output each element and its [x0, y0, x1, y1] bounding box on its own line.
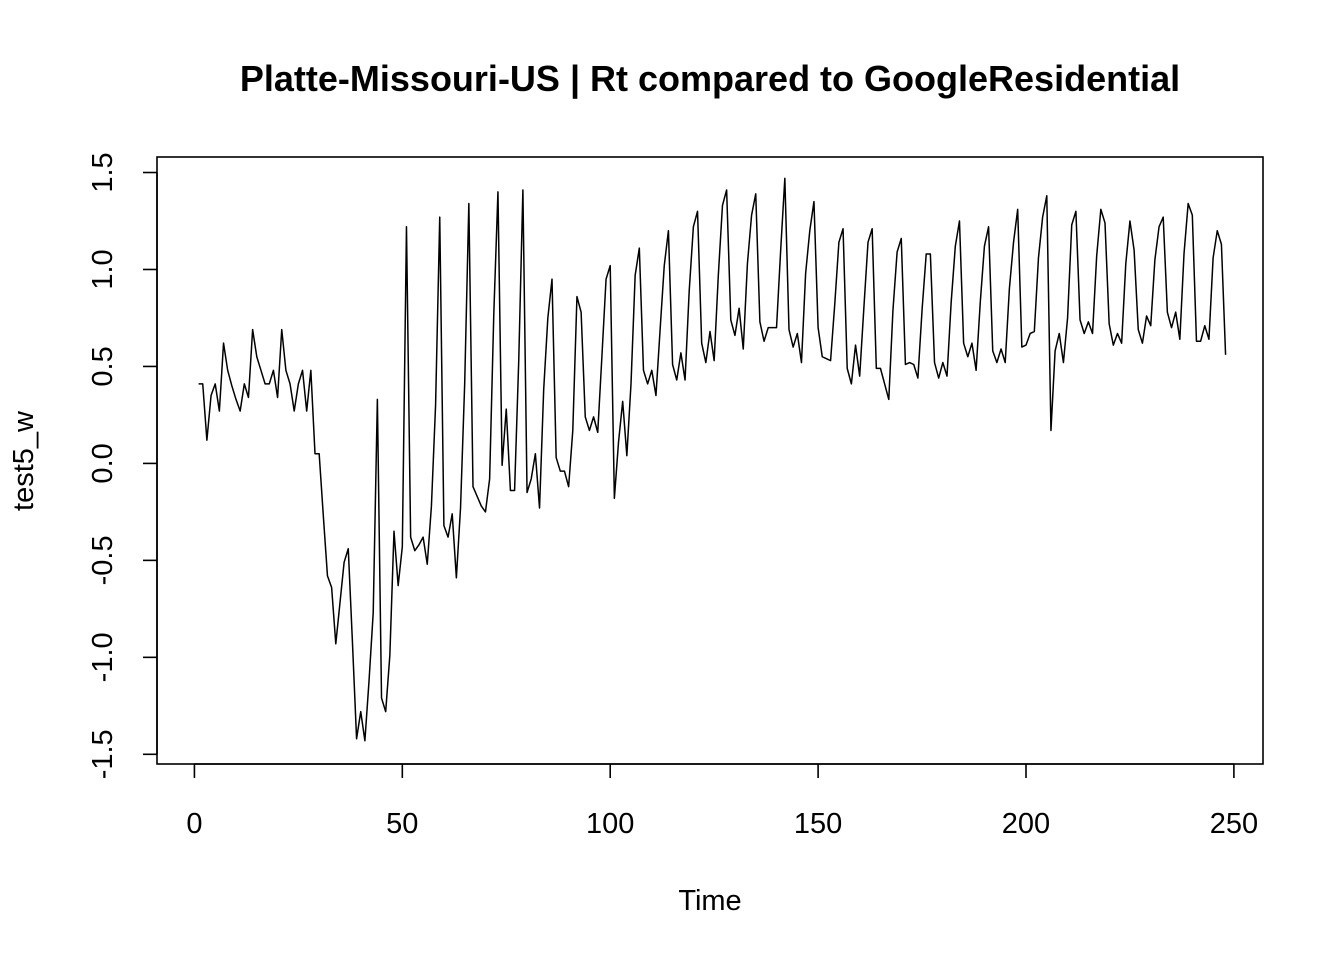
y-tick-label: 1.5	[87, 152, 119, 192]
x-tick-label: 0	[186, 808, 202, 840]
y-tick-label: -1.0	[87, 632, 119, 682]
y-tick-label: -1.5	[87, 729, 119, 779]
y-tick-label: 0.0	[87, 443, 119, 483]
y-axis: -1.5 -1.0 -0.5 0.0 0.5 1.0 1.5	[87, 152, 158, 779]
x-tick-label: 150	[794, 808, 842, 840]
x-tick-label: 250	[1210, 808, 1258, 840]
y-axis-label: test5_w	[8, 410, 40, 511]
y-tick-label: -0.5	[87, 535, 119, 585]
x-axis-label: Time	[678, 885, 741, 917]
x-tick-label: 100	[586, 808, 634, 840]
series-line	[198, 177, 1227, 742]
x-axis: 0 50 100 150 200 250	[186, 763, 1258, 840]
x-tick-label: 50	[386, 808, 418, 840]
y-tick-label: 1.0	[87, 249, 119, 289]
x-tick-label: 200	[1002, 808, 1050, 840]
chart-title: Platte-Missouri-US | Rt compared to Goog…	[240, 58, 1180, 100]
y-tick-label: 0.5	[87, 346, 119, 386]
